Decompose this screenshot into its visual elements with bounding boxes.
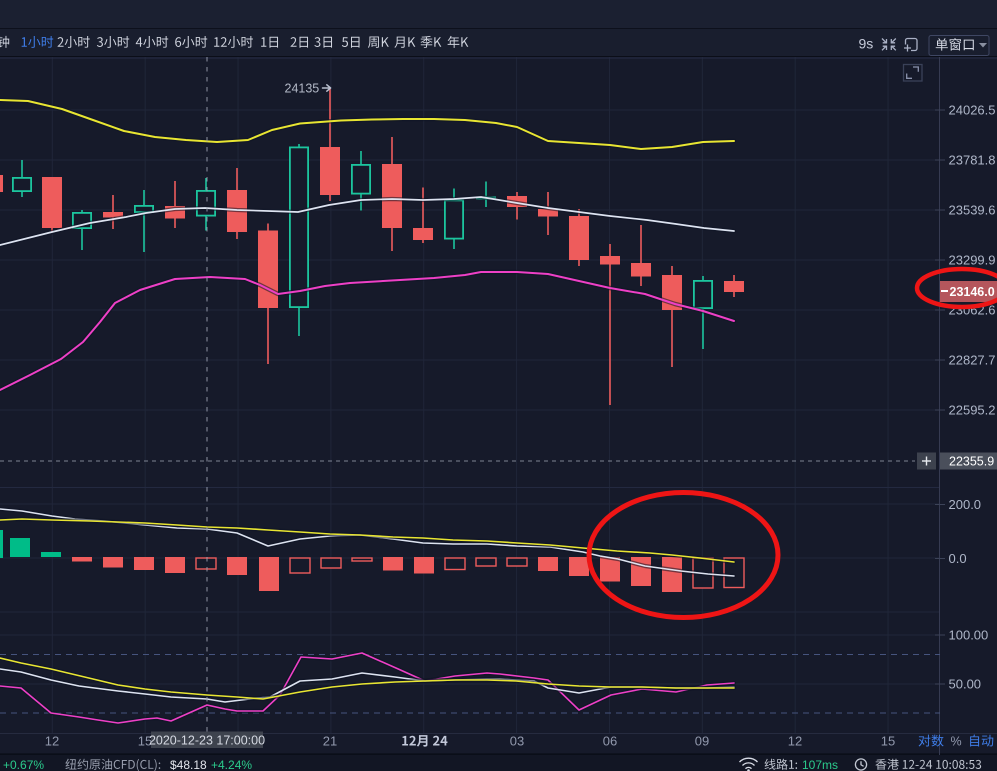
svg-text:+4.24%: +4.24% (211, 758, 252, 771)
svg-text:50.00: 50.00 (949, 677, 982, 692)
svg-text:0.0: 0.0 (949, 551, 967, 566)
svg-text:+0.67%: +0.67% (3, 758, 44, 771)
svg-text:12: 12 (45, 734, 59, 749)
svg-text:$48.18: $48.18 (170, 758, 207, 771)
svg-text:15: 15 (138, 734, 152, 749)
svg-text:100.00: 100.00 (949, 628, 989, 643)
svg-text:23299.9: 23299.9 (949, 253, 996, 268)
svg-text:15: 15 (881, 734, 895, 749)
svg-text:107ms: 107ms (802, 758, 838, 771)
svg-text:03: 03 (510, 734, 524, 749)
svg-text:23146.0: 23146.0 (950, 285, 995, 299)
svg-text:%: % (950, 735, 961, 749)
svg-text:2020-12-23 17:00:00: 2020-12-23 17:00:00 (149, 734, 265, 748)
svg-text:200.0: 200.0 (949, 497, 982, 512)
svg-text:22355.9: 22355.9 (949, 455, 994, 469)
svg-text:21: 21 (323, 734, 337, 749)
svg-text:9s: 9s (859, 36, 874, 52)
svg-text:22827.7: 22827.7 (949, 353, 996, 368)
svg-text:12: 12 (788, 734, 802, 749)
svg-text:23539.6: 23539.6 (949, 203, 996, 218)
svg-text:22595.2: 22595.2 (949, 403, 996, 418)
svg-text:23781.8: 23781.8 (949, 153, 996, 168)
svg-text:24135: 24135 (285, 82, 320, 96)
svg-text:24026.5: 24026.5 (949, 103, 996, 118)
svg-text:09: 09 (695, 734, 709, 749)
svg-text:06: 06 (603, 734, 617, 749)
